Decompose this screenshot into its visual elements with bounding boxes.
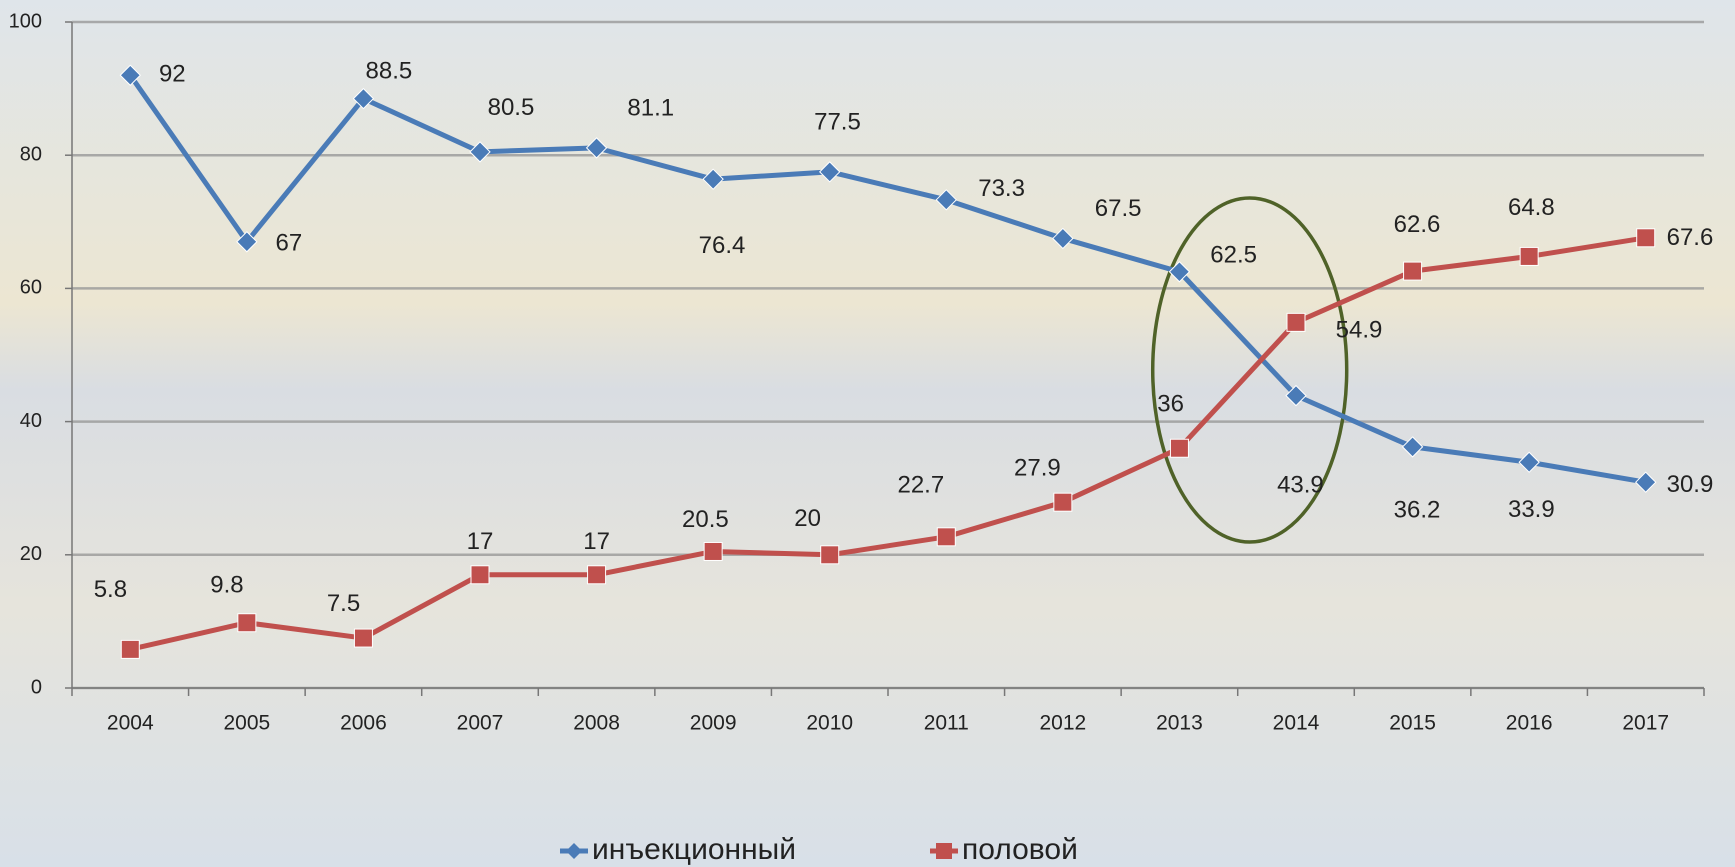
data-label: 92 <box>159 61 186 88</box>
y-tick-label: 40 <box>20 410 42 432</box>
x-tick-label: 2011 <box>924 712 969 735</box>
x-tick-label: 2017 <box>1622 712 1669 735</box>
data-label: 62.6 <box>1394 211 1441 238</box>
point <box>704 542 722 560</box>
y-tick-label: 0 <box>31 676 42 698</box>
data-label: 36.2 <box>1394 496 1441 523</box>
data-label: 20 <box>794 505 821 532</box>
data-label: 5.8 <box>94 576 127 603</box>
data-label: 17 <box>467 528 494 555</box>
data-label: 33.9 <box>1508 496 1555 523</box>
data-label: 80.5 <box>488 94 535 121</box>
x-tick-label: 2004 <box>107 712 154 735</box>
data-label: 7.5 <box>327 590 360 617</box>
data-label: 22.7 <box>897 471 944 498</box>
x-tick-label: 2007 <box>457 712 504 735</box>
data-label: 67.6 <box>1667 224 1714 251</box>
x-tick-label: 2006 <box>340 712 387 735</box>
point <box>1637 229 1655 247</box>
point <box>471 566 489 584</box>
data-label: 76.4 <box>699 232 746 259</box>
data-label: 9.8 <box>210 572 243 599</box>
x-tick-label: 2015 <box>1389 712 1436 735</box>
point <box>1287 313 1305 331</box>
y-tick-label: 80 <box>20 143 42 165</box>
data-label: 17 <box>583 528 610 555</box>
point <box>354 629 372 647</box>
point <box>1054 493 1072 511</box>
point <box>121 640 139 658</box>
x-tick-label: 2016 <box>1506 712 1553 735</box>
point <box>821 546 839 564</box>
data-label: 43.9 <box>1277 472 1324 499</box>
y-tick-label: 20 <box>20 543 42 565</box>
point <box>238 614 256 632</box>
data-label: 30.9 <box>1667 471 1714 498</box>
data-label: 88.5 <box>366 57 413 84</box>
data-label: 36 <box>1157 390 1184 417</box>
point <box>937 528 955 546</box>
chart: 0 20 40 60 80 100 2004 2005 2006 2007 2008 2009 2010… <box>0 0 1735 867</box>
legend-label: половой <box>962 833 1078 866</box>
point <box>1520 247 1538 265</box>
y-tick-label: 100 <box>9 10 42 32</box>
x-tick-label: 2010 <box>806 712 853 735</box>
data-label: 27.9 <box>1014 454 1061 481</box>
data-label: 20.5 <box>682 506 729 533</box>
data-label: 64.8 <box>1508 194 1555 221</box>
legend-marker <box>936 843 952 859</box>
data-label: 81.1 <box>627 95 674 122</box>
x-tick-label: 2009 <box>690 712 737 735</box>
data-label: 62.5 <box>1210 242 1257 269</box>
page: 0 20 40 60 80 100 2004 2005 2006 2007 2008 2009 2010… <box>0 0 1735 867</box>
data-label: 67 <box>276 229 303 256</box>
x-tick-label: 2014 <box>1273 712 1320 735</box>
point <box>1404 262 1422 280</box>
x-tick-label: 2005 <box>223 712 270 735</box>
data-label: 67.5 <box>1095 195 1142 222</box>
data-label: 73.3 <box>978 175 1025 202</box>
background <box>0 0 1735 867</box>
x-tick-label: 2012 <box>1039 712 1086 735</box>
x-tick-label: 2008 <box>573 712 620 735</box>
legend-label: инъекционный <box>592 833 796 866</box>
point <box>1170 439 1188 457</box>
x-tick-label: 2013 <box>1156 712 1203 735</box>
y-tick-label: 60 <box>20 277 42 299</box>
data-label: 54.9 <box>1336 317 1383 344</box>
data-label: 77.5 <box>814 109 861 136</box>
point <box>588 566 606 584</box>
